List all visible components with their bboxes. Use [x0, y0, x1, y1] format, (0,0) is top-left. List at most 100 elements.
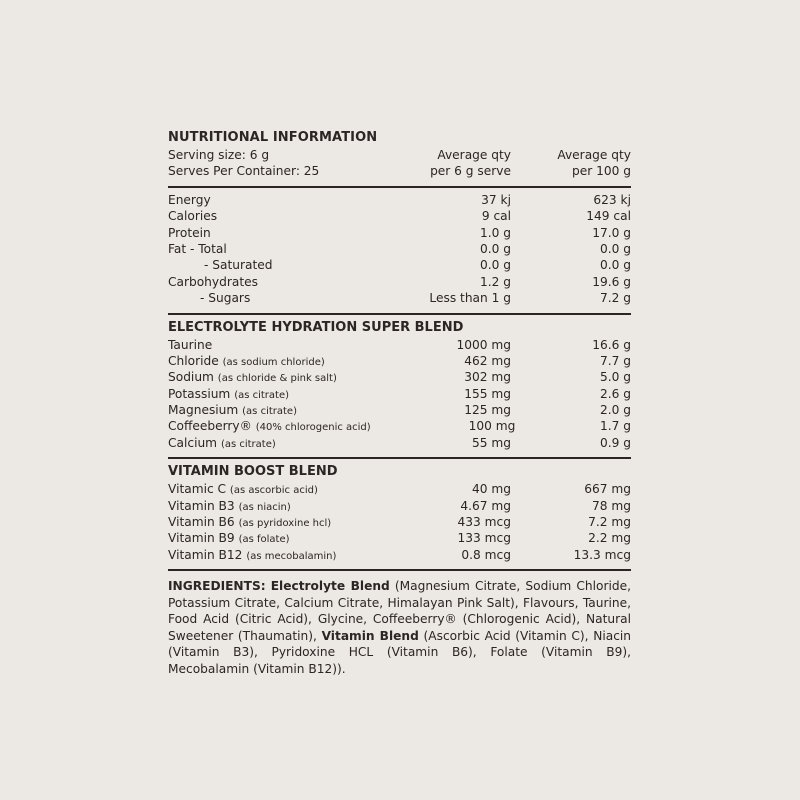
per-100g-value: 149 cal — [586, 209, 631, 224]
per-serve-value: 40 mg — [472, 482, 511, 497]
table-row: Magnesium (as citrate) 125 mg 2.0 g — [168, 402, 631, 418]
nutrient-name-cell: - Saturated — [168, 257, 361, 273]
nutrient-name: Energy — [168, 192, 211, 207]
nutrient-name: Calories — [168, 209, 218, 224]
per-100g-value: 17.0 g — [592, 225, 631, 240]
divider — [168, 185, 631, 188]
per-100g-value: 7.2 g — [600, 291, 631, 306]
nutrient-note: (as citrate) — [234, 389, 290, 401]
per-serve-value: 0.0 g — [480, 241, 511, 256]
table-row: Calcium (as citrate) 55 mg 0.9 g — [168, 435, 631, 451]
serves-per-container: Serves Per Container: 25 — [168, 164, 320, 179]
nutrient-name: Vitamin B12 — [168, 547, 243, 562]
nutrient-note: (as niacin) — [238, 501, 291, 513]
per-100g-value: 0.9 g — [600, 435, 631, 450]
nutrient-name: Vitamin B9 — [168, 531, 235, 546]
col2-header-line2: per 100 g — [572, 164, 631, 179]
electrolyte-heading: ELECTROLYTE HYDRATION SUPER BLEND — [168, 319, 464, 335]
per-serve-value: 9 cal — [481, 209, 511, 224]
per-serve-value: 302 mg — [464, 370, 511, 385]
nutrient-note: (as chloride & pink salt) — [217, 373, 337, 385]
nutrient-name: Vitamin B3 — [168, 498, 235, 513]
per-100g-value: 0.0 g — [600, 258, 631, 273]
table-row: Vitamin B3 (as niacin) 4.67 mg 78 mg — [168, 498, 631, 514]
per-100g-value: 19.6 g — [592, 274, 631, 289]
electrolyte-blend-label: Electrolyte Blend — [270, 579, 390, 594]
nutrient-name: Vitamic C — [168, 482, 227, 497]
nutrient-name: - Sugars — [200, 291, 251, 306]
per-100g-value: 7.2 mg — [588, 515, 631, 530]
nutrient-note: (40% chlorogenic acid) — [255, 422, 371, 434]
per-100g-value: 13.3 mcg — [573, 547, 631, 562]
table-row: Coffeeberry® (40% chlorogenic acid) 100 m… — [168, 418, 631, 434]
vitamin-blend-text: (Ascorbic Acid (Vitamin C), Niacin (Vita… — [168, 628, 632, 676]
nutrient-name-cell: Vitamin B12 (as mecobalamin) — [168, 547, 361, 563]
nutrient-note: (as pyridoxine hcl) — [238, 518, 332, 530]
table-row: Protein 1.0 g 17.0 g — [168, 225, 631, 241]
per-100g-value: 667 mg — [584, 482, 631, 497]
per-serve-value: 133 mcg — [457, 531, 511, 546]
nutrient-name-cell: Protein — [168, 225, 361, 241]
nutrition-panel: NUTRITIONAL INFORMATION Serving size: 6 … — [168, 129, 631, 677]
nutrient-note: (as ascorbic acid) — [229, 485, 318, 497]
table-row: Vitamic C (as ascorbic acid) 40 mg 667 mg — [168, 481, 631, 497]
electrolyte-blend-text: (Magnesium Citrate, Sodium Chloride, Pot… — [168, 579, 631, 643]
panel-title: NUTRITIONAL INFORMATION — [168, 130, 378, 145]
divider — [168, 457, 631, 460]
table-row: Calories 9 cal 149 cal — [168, 208, 631, 224]
per-serve-value: 1.2 g — [480, 274, 511, 289]
per-serve-value: 37 kj — [481, 192, 511, 207]
per-serve-value: 0.0 g — [480, 258, 511, 273]
per-100g-value: 7.7 g — [600, 353, 631, 368]
table-row: - Sugars Less than 1 g 7.2 g — [168, 290, 631, 306]
table-row: Sodium (as chloride & pink salt) 302 mg 5.… — [168, 369, 631, 385]
per-100g-value: 5.0 g — [600, 370, 631, 385]
nutrient-name: Coffeeberry® — [168, 419, 252, 434]
nutrient-name: Chloride — [168, 353, 219, 368]
nutrient-name-cell: Vitamin B6 (as pyridoxine hcl) — [168, 514, 361, 530]
nutrient-name-cell: Calories — [168, 208, 361, 224]
nutrient-name-cell: Vitamin B9 (as folate) — [168, 530, 361, 546]
nutrition-rows: Energy 37 kj 623 kj Calories 9 cal 149 cal Pro… — [168, 192, 631, 307]
nutrient-note: (as citrate) — [242, 406, 297, 418]
table-row: Fat - Total 0.0 g 0.0 g — [168, 241, 631, 257]
nutrient-note: (as mecobalamin) — [246, 550, 337, 562]
serving-size: Serving size: 6 g — [168, 148, 270, 162]
table-row: Carbohydrates 1.2 g 19.6 g — [168, 274, 631, 290]
col1-header-line2: per 6 g serve — [430, 164, 511, 179]
ingredients-label: INGREDIENTS: — [168, 579, 266, 594]
per-serve-value: 125 mg — [464, 403, 511, 418]
table-row: Potassium (as citrate) 155 mg 2.6 g — [168, 386, 631, 402]
nutrient-name-cell: Coffeeberry® (40% chlorogenic acid) — [168, 418, 371, 434]
per-100g-value: 0.0 g — [600, 241, 631, 256]
table-row: Energy 37 kj 623 kj — [168, 192, 631, 208]
per-serve-value: 155 mg — [464, 386, 511, 401]
nutrient-name: Fat - Total — [168, 241, 227, 256]
table-row: Vitamin B6 (as pyridoxine hcl) 433 mcg 7.2… — [168, 514, 631, 530]
per-100g-value: 16.6 g — [592, 337, 631, 352]
nutrient-name: Vitamin B6 — [168, 515, 235, 530]
per-serve-value: 1000 mg — [456, 337, 512, 352]
divider — [168, 569, 631, 572]
col1-header-line1: Average qty — [437, 148, 511, 162]
nutrient-name-cell: Sodium (as chloride & pink salt) — [168, 369, 361, 385]
nutrient-name-cell: Potassium (as citrate) — [168, 386, 361, 402]
header-row-1: Serving size: 6 g Average qty Average qt… — [168, 147, 631, 163]
per-100g-value: 78 mg — [592, 498, 631, 513]
nutrient-name-cell: Calcium (as citrate) — [168, 435, 361, 451]
electrolyte-rows: Taurine 1000 mg 16.6 g Chloride (as sodium … — [168, 337, 631, 452]
per-serve-value: 462 mg — [464, 353, 511, 368]
nutrient-note: (as folate) — [238, 534, 290, 546]
nutrient-name-cell: - Sugars — [168, 290, 361, 306]
nutrient-name-cell: Magnesium (as citrate) — [168, 402, 361, 418]
table-row: Vitamin B12 (as mecobalamin) 0.8 mcg 13.3 … — [168, 547, 631, 563]
table-row: Chloride (as sodium chloride) 462 mg 7.7 g — [168, 353, 631, 369]
nutrient-note: (as sodium chloride) — [222, 356, 325, 368]
per-100g-value: 2.2 mg — [588, 531, 631, 546]
nutrient-name-cell: Carbohydrates — [168, 274, 361, 290]
table-row: Taurine 1000 mg 16.6 g — [168, 337, 631, 353]
nutrient-name: Calcium — [168, 435, 218, 450]
nutrient-name-cell: Taurine — [168, 337, 361, 353]
per-100g-value: 2.6 g — [600, 386, 631, 401]
per-serve-value: 55 mg — [472, 435, 511, 450]
